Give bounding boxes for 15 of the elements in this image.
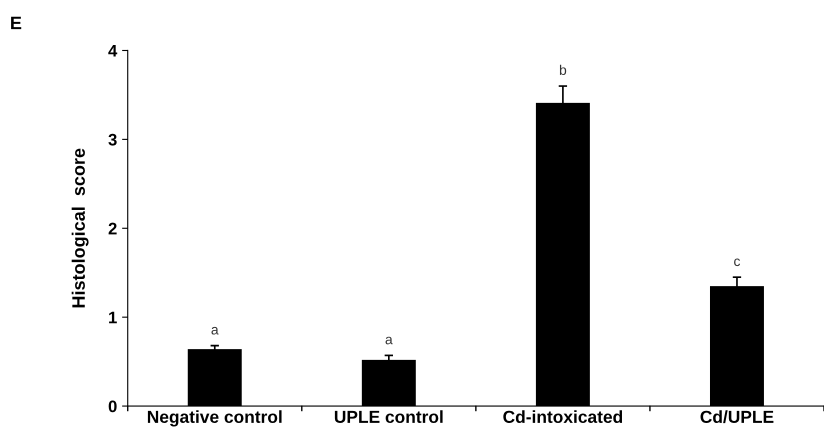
text: E — [11, 16, 22, 30]
annotation: c — [734, 258, 740, 266]
y-tick-label: 4 — [108, 45, 118, 57]
x-tick-label: Cd/UPLE — [700, 410, 774, 424]
x-tick-label: Cd-intoxicated — [503, 410, 622, 423]
x-tick-label: UPLE control — [334, 410, 443, 423]
y-axis-title: Histological score — [72, 148, 89, 308]
y-tick-label: 1 — [109, 312, 117, 324]
y-tick-label: 2 — [108, 222, 117, 234]
annotation: b — [560, 64, 566, 75]
y-tick-label: 0 — [108, 400, 117, 412]
x-tick-label: Negative control — [148, 410, 282, 426]
annotation: a — [211, 326, 219, 335]
y-tick-label: 3 — [108, 134, 117, 146]
annotation: a — [386, 336, 393, 344]
